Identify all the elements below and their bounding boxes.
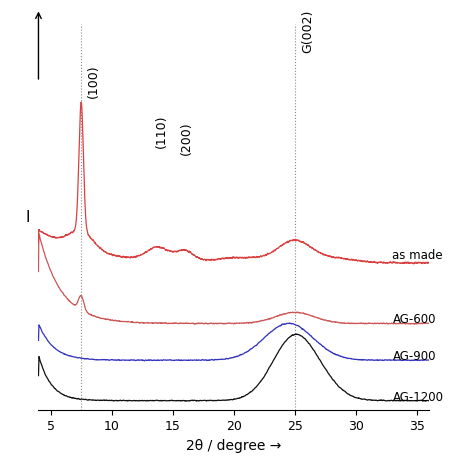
X-axis label: 2θ / degree →: 2θ / degree → (186, 438, 281, 452)
Text: AG-600: AG-600 (392, 313, 436, 325)
Text: (100): (100) (87, 65, 100, 98)
Y-axis label: I: I (25, 210, 30, 225)
Text: AG-900: AG-900 (392, 349, 436, 362)
Text: (110): (110) (154, 114, 168, 148)
Text: G(002): G(002) (301, 9, 314, 52)
Text: as made: as made (392, 249, 443, 262)
Text: (200): (200) (180, 122, 193, 155)
Text: AG-1200: AG-1200 (392, 390, 444, 403)
